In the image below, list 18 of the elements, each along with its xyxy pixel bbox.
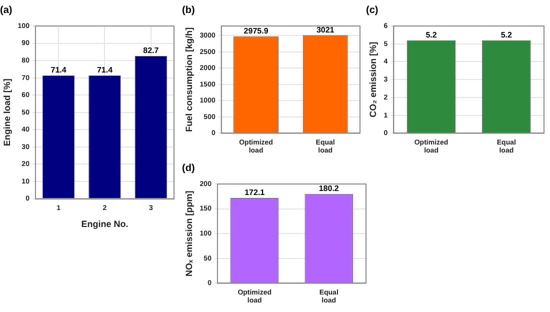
data-label: 5.2 [500,30,513,40]
data-label: 82.7 [143,46,160,56]
y-axis-title: CO₂ emission [%] [368,42,378,118]
data-label: 5.2 [426,30,438,40]
chart-title: (c) [366,4,378,16]
data-label: 71.4 [50,66,67,75]
chart-title: (b) [182,4,195,16]
chart-title: (d) [182,162,195,174]
y-axis-title: Fuel consumption [kg/h] [184,27,194,132]
data-label: 3021 [316,25,335,34]
y-axis-title: NOₓ emission [ppm] [184,190,194,277]
chart-title: (a) [0,4,12,16]
data-label: 71.4 [96,66,114,75]
data-label: 180.2 [318,184,340,194]
y-axis-title: Engine load [%] [2,78,12,146]
data-label: 172.1 [244,188,266,198]
x-axis-title: Engine No. [81,219,128,230]
data-label: 2975.9 [244,26,269,36]
